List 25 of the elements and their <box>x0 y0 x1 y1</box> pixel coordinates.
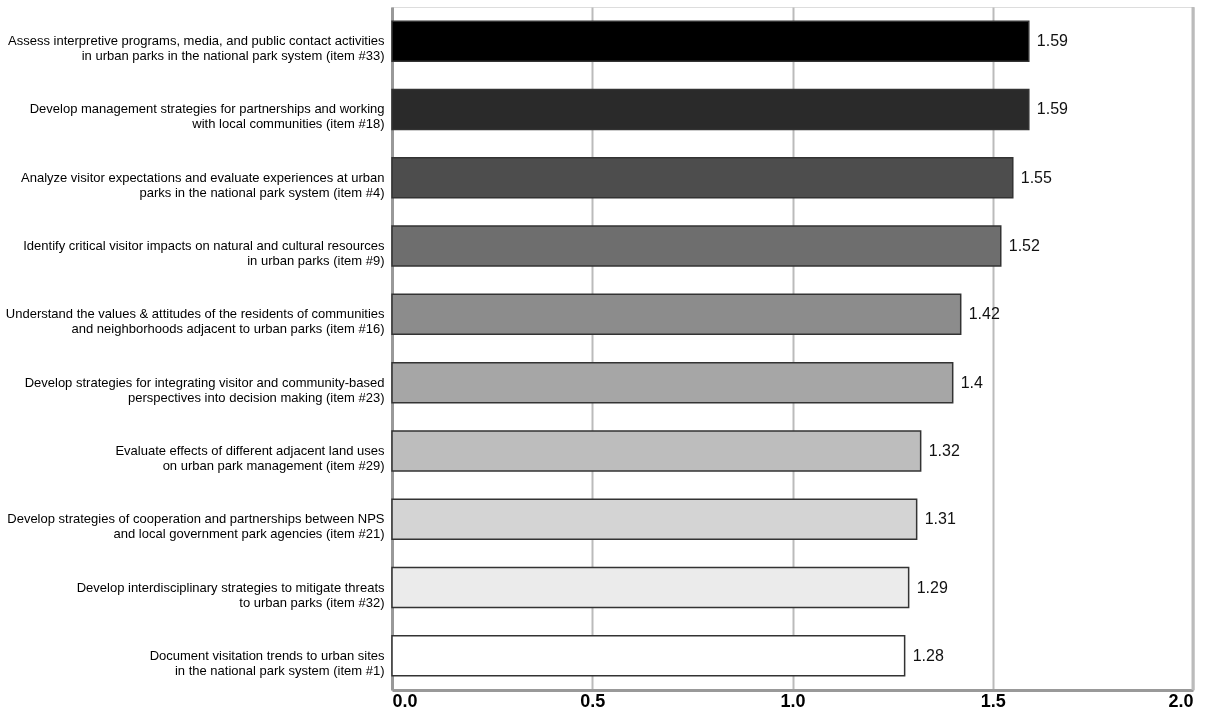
data-label: 1.32 <box>928 441 960 459</box>
x-tick-label: 1.5 <box>980 690 1006 711</box>
y-tick-label: Understand the values & attitudes of the residents of communities and neighborhoods adjacent to urban parks (item #16) <box>5 306 385 337</box>
y-tick-label: Develop management strategies for partnerships and working with local communities (item #18) <box>29 101 385 132</box>
x-tick-label: 1.0 <box>780 690 806 711</box>
x-tick-label: 0.5 <box>580 690 606 711</box>
data-label: 1.29 <box>916 578 948 596</box>
data-label: 1.52 <box>1008 237 1040 255</box>
y-tick-label: Evaluate effects of different adjacent land uses on urban park management (item #29) <box>115 442 385 473</box>
y-tick-label: Develop interdisciplinary strategies to mitigate threats to urban parks (item #32) <box>76 579 385 610</box>
y-tick-label: Develop strategies for integrating visitor and community-based perspectives into decision making (item #23) <box>24 374 385 405</box>
data-label: 1.31 <box>924 510 956 528</box>
y-tick-label: Document visitation trends to urban sites in the national park system (item #1) <box>149 647 385 678</box>
y-tick-label: Analyze visitor expectations and evaluate experiences at urban parks in the national park system (item #4) <box>21 169 385 200</box>
y-tick-label: Assess interpretive programs, media, and public contact activities in urban parks in the national park system (item #33) <box>8 33 385 64</box>
data-label: 1.59 <box>1036 100 1069 118</box>
data-label: 1.28 <box>912 646 944 664</box>
data-label: 1.55 <box>1020 168 1053 186</box>
data-label: 1.4 <box>960 373 984 391</box>
y-tick-label: Develop strategies of cooperation and partnerships between NPS and local government park agencies (item #21) <box>7 511 385 542</box>
y-tick-label: Identify critical visitor impacts on natural and cultural resources in urban parks (item #9) <box>23 238 385 269</box>
x-tick-label: 0.0 <box>392 690 418 711</box>
data-label: 1.59 <box>1036 32 1069 50</box>
data-label: 1.42 <box>968 305 1000 323</box>
x-tick-label: 2.0 <box>1168 690 1194 711</box>
